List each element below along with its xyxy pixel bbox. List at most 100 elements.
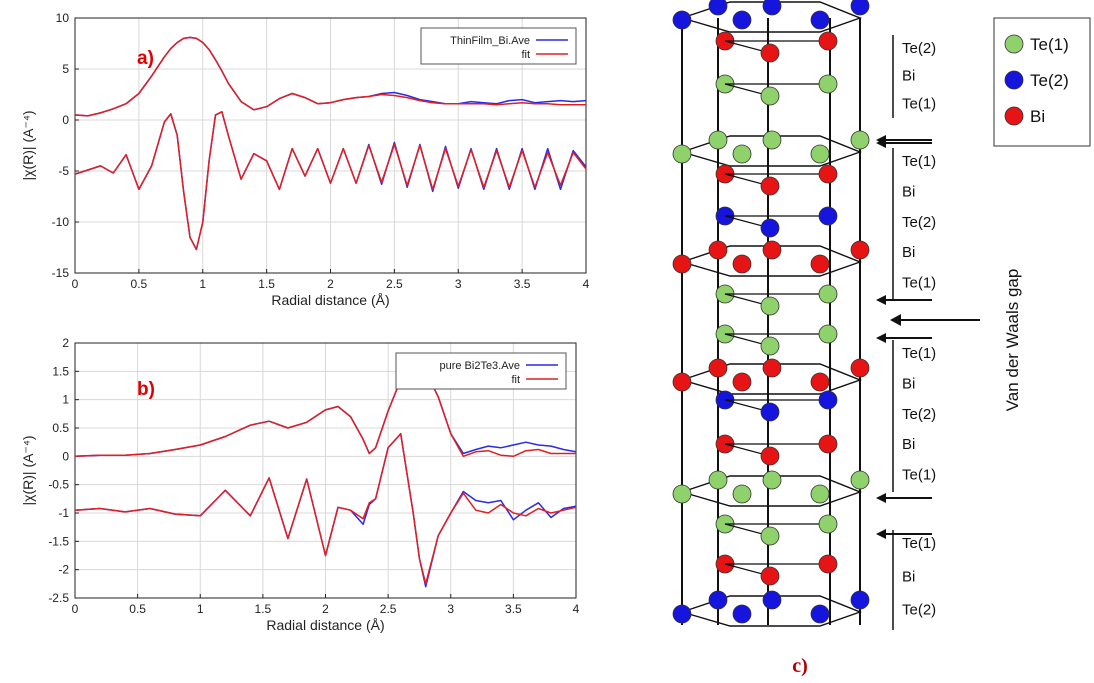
panel-label: a): [137, 48, 154, 69]
layer-label: Te(1): [902, 153, 936, 170]
x-tick-label: 0.5: [131, 277, 148, 291]
legend-label: fit: [521, 49, 530, 61]
layer-label: Bi: [902, 183, 915, 200]
panel-label: b): [137, 379, 155, 400]
atom-bi: [762, 240, 782, 260]
atom-bi: [672, 372, 692, 392]
atom-te2: [760, 218, 780, 238]
atom-bi: [762, 358, 782, 378]
atom-te2: [762, 0, 782, 16]
y-tick-label: -2.5: [48, 591, 69, 605]
series-line-3: [74, 111, 587, 251]
layer-label: Bi: [902, 436, 915, 453]
atom-te1: [760, 86, 780, 106]
atom-te2: [732, 604, 752, 624]
x-tick-label: 1: [197, 602, 204, 616]
x-tick-label: 2.5: [380, 602, 397, 616]
plot-b: 0 0.5 1 1.5 2 2.5 3 3.5 4 -2.5 -2 -1.5 -1 -0.5 0 0.5 1 1.…: [20, 336, 580, 633]
layer-label: Te(1): [902, 275, 936, 292]
x-axis-label: Radial distance (Å): [271, 292, 389, 308]
y-tick-label: 1.5: [52, 364, 69, 378]
y-tick-label: 2: [62, 336, 69, 350]
atom-legend-label: Bi: [1030, 107, 1045, 126]
y-tick-label: -10: [52, 215, 70, 229]
panel-label-c: c): [792, 655, 808, 677]
crystal-structure-diagram: Te(2) Bi Te(1) Te(1) Bi Te(2) Bi Te(1) Te(1) Bi Te…: [672, 0, 1091, 677]
atom-bi: [708, 358, 728, 378]
atom-bi: [818, 164, 838, 184]
arrowhead: [876, 493, 886, 503]
y-tick-label: -1.5: [48, 534, 69, 548]
atom-bi: [850, 358, 870, 378]
atom-bi: [760, 176, 780, 196]
layer-plane: [679, 135, 862, 167]
arrowhead: [890, 314, 901, 326]
layer-label: Te(1): [902, 535, 936, 552]
legend-atom-te2: [1004, 70, 1024, 90]
series-line-3: [74, 432, 577, 585]
layer-label: Te(2): [902, 406, 936, 423]
y-tick-label: -0.5: [48, 478, 69, 492]
atom-te1: [850, 470, 870, 490]
atom-te1: [708, 470, 728, 490]
layer-label: Te(2): [902, 602, 936, 619]
x-tick-label: 4: [583, 277, 590, 291]
atom-te1: [672, 484, 692, 504]
x-tick-label: 2: [322, 602, 329, 616]
atom-te1: [818, 74, 838, 94]
atom-te2: [672, 604, 692, 624]
atom-te1: [760, 526, 780, 546]
y-tick-label: 0.5: [52, 421, 69, 435]
legend-label: fit: [511, 374, 520, 386]
atom-bi: [810, 254, 830, 274]
arrowhead: [876, 295, 886, 305]
atom-te2: [708, 590, 728, 610]
atom-te1: [708, 130, 728, 150]
x-tick-label: 1.5: [258, 277, 275, 291]
layer-plane: [679, 475, 862, 507]
atom-te2: [818, 206, 838, 226]
atom-te2: [810, 10, 830, 30]
atom-te1: [762, 130, 782, 150]
x-tick-label: 3.5: [514, 277, 531, 291]
arrowhead: [876, 333, 886, 343]
x-tick-label: 3: [447, 602, 454, 616]
layer-label: Bi: [902, 68, 915, 85]
layer-label: Te(2): [902, 214, 936, 231]
atom-bi: [760, 43, 780, 63]
legend-atom-te1: [1004, 34, 1024, 54]
layer-label: Bi: [902, 568, 915, 585]
x-tick-label: 1.5: [255, 602, 272, 616]
atom-bi: [818, 554, 838, 574]
atom-te1: [732, 144, 752, 164]
layer-label: Bi: [902, 375, 915, 392]
atom-legend-label: Te(1): [1030, 35, 1069, 54]
atom-te1: [760, 336, 780, 356]
atom-te2: [760, 402, 780, 422]
legend-box: [395, 352, 567, 390]
x-tick-label: 2.5: [386, 277, 403, 291]
layer-plane: [679, 245, 862, 277]
atom-bi: [760, 566, 780, 586]
x-tick-label: 4: [573, 602, 580, 616]
atom-te1: [810, 484, 830, 504]
atom-te1: [818, 514, 838, 534]
x-tick-label: 0: [72, 602, 79, 616]
x-tick-label: 1: [199, 277, 206, 291]
y-tick-label: 1: [62, 393, 69, 407]
atom-bi: [672, 254, 692, 274]
atom-te1: [850, 130, 870, 150]
van-der-waals-label: Van der Waals gap: [1003, 269, 1022, 412]
y-tick-label: 10: [56, 11, 70, 25]
layer-label: Te(2): [902, 40, 936, 57]
series-line-1: [74, 366, 576, 458]
layer-label: Te(1): [902, 95, 936, 112]
atom-te2: [850, 0, 870, 16]
atom-te2: [818, 390, 838, 410]
atom-te1: [762, 470, 782, 490]
atom-legend-label: Te(2): [1030, 71, 1069, 90]
atom-te1: [810, 144, 830, 164]
y-tick-label: 5: [62, 62, 69, 76]
layer-plane: [679, 595, 862, 627]
